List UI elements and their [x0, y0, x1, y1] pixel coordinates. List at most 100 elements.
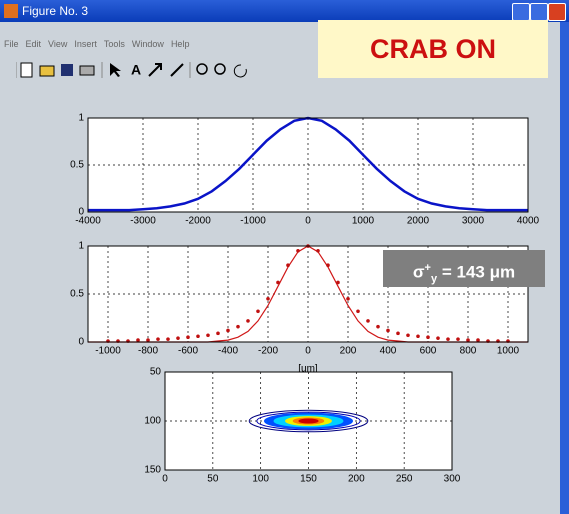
x-tick-label: 600	[420, 346, 437, 357]
axes-box	[87, 245, 529, 343]
anno-sup: +	[424, 262, 431, 274]
zoom-in-icon[interactable]	[196, 63, 208, 75]
x-tick-label: 100	[252, 474, 269, 485]
x-tick-label: -600	[178, 346, 198, 357]
pointer-icon[interactable]	[110, 63, 121, 77]
data-point	[336, 280, 340, 285]
x-tick-label: 300	[444, 474, 461, 485]
x-tick-label: -1000	[95, 346, 121, 357]
axes-box	[87, 117, 529, 213]
data-point	[216, 331, 220, 336]
data-point	[456, 337, 460, 341]
new-icon[interactable]	[20, 62, 33, 78]
data-point	[436, 336, 440, 340]
data-point	[386, 328, 390, 333]
x-tick-label: 800	[460, 346, 477, 357]
rotate-icon[interactable]	[233, 64, 247, 78]
y-tick-label: 0	[78, 207, 84, 218]
contour	[298, 418, 319, 424]
y-tick-label: 1	[78, 241, 84, 252]
data-point	[296, 249, 300, 253]
y-tick-label: 0	[78, 337, 84, 348]
x-tick-label: 200	[340, 346, 357, 357]
text-tool[interactable]: A	[131, 62, 141, 78]
menu-item[interactable]: Tools	[103, 39, 125, 49]
data-point	[426, 335, 430, 340]
menu-item[interactable]: Help	[170, 39, 190, 49]
x-tick-label: 150	[300, 474, 317, 485]
app-icon	[4, 4, 18, 18]
x-axis-label: [um]	[298, 364, 318, 375]
data-point	[226, 328, 230, 333]
data-point	[266, 297, 270, 301]
x-tick-label: -200	[258, 346, 278, 357]
x-tick-label: 50	[207, 474, 219, 485]
data-point	[176, 336, 180, 340]
close-button[interactable]	[548, 3, 566, 21]
save-icon[interactable]	[61, 64, 73, 76]
x-tick-label: 0	[305, 346, 311, 357]
x-tick-label: -800	[138, 346, 158, 357]
data-point	[156, 337, 160, 341]
x-tick-label: 3000	[462, 216, 485, 227]
y-tick-label: 100	[144, 416, 161, 427]
data-point	[376, 324, 380, 329]
data-point	[236, 324, 240, 329]
data-point	[346, 297, 350, 301]
anno-sub: y	[430, 273, 438, 286]
data-point	[356, 309, 360, 314]
data-point	[406, 333, 410, 338]
menu-item[interactable]: Insert	[74, 39, 97, 49]
data-point	[166, 337, 170, 341]
data-point	[466, 338, 470, 342]
data-point	[316, 249, 320, 253]
x-tick-label: -4000	[75, 216, 101, 227]
data-point	[476, 338, 480, 342]
window-title: Figure No. 3	[22, 4, 89, 18]
data-point	[416, 334, 420, 339]
x-tick-label: -1000	[240, 216, 266, 227]
menu-item[interactable]: View	[48, 39, 68, 49]
menu-item[interactable]: Window	[131, 39, 164, 49]
data-point	[196, 334, 200, 339]
line-icon[interactable]	[170, 63, 184, 77]
y-tick-label: 0.5	[70, 160, 84, 171]
data-point	[286, 263, 290, 268]
anno-symbol: σ	[412, 262, 425, 282]
anno-text: = 143 μm	[437, 262, 516, 282]
x-tick-label: 0	[162, 474, 168, 485]
x-tick-label: 250	[396, 474, 413, 485]
data-point	[246, 319, 250, 323]
menu-bar: File Edit View Insert Tools Window Help	[4, 39, 196, 49]
title-bar: Figure No. 3	[0, 0, 569, 22]
data-point	[206, 333, 210, 338]
print-icon[interactable]	[79, 65, 95, 76]
x-tick-label: 200	[348, 474, 365, 485]
data-point	[276, 280, 280, 285]
sigma-annotation: σ+y = 143 μm	[383, 250, 545, 287]
y-tick-label: 1	[78, 113, 84, 124]
banner: CRAB ON	[318, 20, 548, 78]
data-point	[396, 331, 400, 336]
data-point	[366, 319, 370, 323]
menu-item[interactable]: Edit	[25, 39, 42, 49]
x-tick-label: -400	[218, 346, 238, 357]
x-tick-label: -3000	[130, 216, 156, 227]
x-tick-label: 1000	[352, 216, 375, 227]
toolbar: A	[16, 62, 247, 78]
data-point	[326, 263, 330, 268]
x-tick-label: 1000	[497, 346, 520, 357]
arrow-icon[interactable]	[148, 63, 162, 77]
window-border	[560, 22, 569, 514]
contour	[248, 409, 369, 433]
data-point	[146, 338, 150, 342]
zoom-out-icon[interactable]	[214, 63, 226, 75]
menu-item[interactable]: File	[4, 39, 19, 49]
contour	[256, 411, 361, 431]
open-icon[interactable]	[39, 65, 55, 77]
data-point	[256, 309, 260, 314]
x-tick-label: 400	[380, 346, 397, 357]
data-point	[136, 338, 140, 342]
x-tick-label: 2000	[407, 216, 430, 227]
